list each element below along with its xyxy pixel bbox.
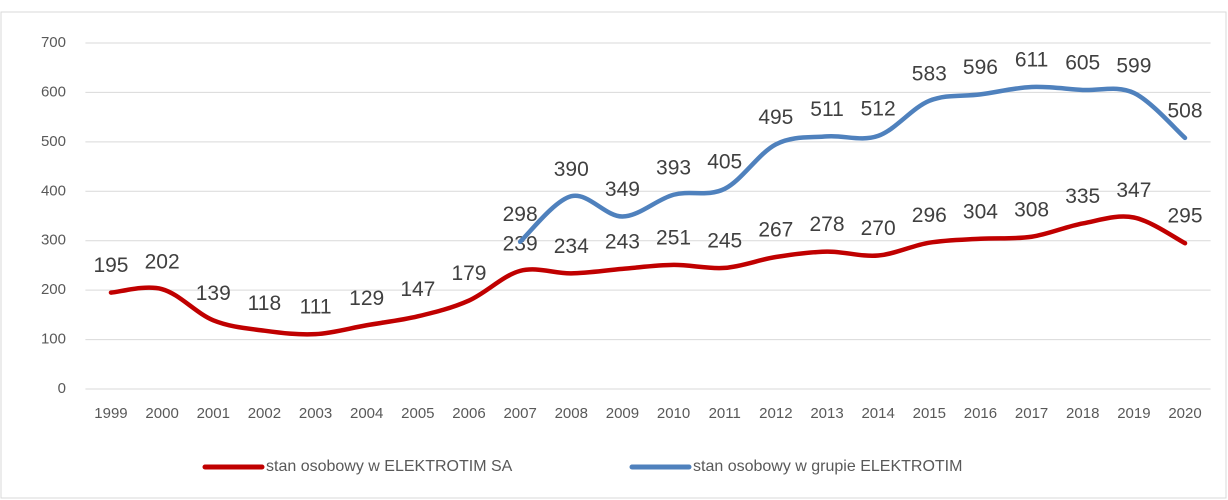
data-label: 511 bbox=[810, 98, 843, 121]
chart-frame bbox=[0, 11, 1227, 499]
data-label: 599 bbox=[1116, 54, 1151, 77]
series-line bbox=[108, 214, 1188, 337]
data-label: 195 bbox=[93, 254, 128, 277]
data-label: 251 bbox=[656, 226, 691, 249]
x-tick-label: 2011 bbox=[709, 405, 741, 422]
data-label: 179 bbox=[451, 262, 486, 285]
series-line bbox=[517, 84, 1188, 244]
x-tick-label: 1999 bbox=[94, 405, 127, 422]
data-label: 393 bbox=[656, 156, 691, 179]
x-tick-label: 2012 bbox=[759, 405, 792, 422]
y-tick-label: 700 bbox=[41, 34, 66, 51]
legend-label: stan osobowy w grupie ELEKTROTIM bbox=[693, 458, 962, 475]
data-label: 583 bbox=[912, 62, 947, 85]
data-label: 308 bbox=[1014, 198, 1049, 221]
data-label: 390 bbox=[554, 158, 589, 181]
data-label: 611 bbox=[1015, 49, 1048, 72]
data-label: 405 bbox=[707, 150, 742, 173]
data-label: 296 bbox=[912, 204, 947, 227]
data-label: 129 bbox=[349, 287, 384, 310]
x-tick-label: 2018 bbox=[1066, 405, 1099, 422]
y-tick-label: 0 bbox=[58, 380, 66, 397]
legend-label: stan osobowy w ELEKTROTIM SA bbox=[266, 458, 513, 475]
x-tick-label: 2009 bbox=[606, 405, 639, 422]
x-tick-label: 2020 bbox=[1168, 405, 1201, 422]
x-tick-label: 2004 bbox=[350, 405, 383, 422]
data-label: 245 bbox=[707, 229, 742, 252]
y-tick-label: 600 bbox=[41, 83, 66, 100]
x-tick-label: 2001 bbox=[197, 405, 230, 422]
x-tick-label: 2019 bbox=[1117, 405, 1150, 422]
x-tick-label: 2003 bbox=[299, 405, 332, 422]
x-tick-label: 2002 bbox=[248, 405, 281, 422]
data-label: 147 bbox=[400, 278, 435, 301]
data-label: 347 bbox=[1116, 179, 1151, 202]
data-label: 596 bbox=[963, 56, 998, 79]
data-label: 512 bbox=[861, 97, 896, 120]
x-tick-label: 2010 bbox=[657, 405, 690, 422]
x-tick-label: 2016 bbox=[964, 405, 997, 422]
x-tick-label: 2005 bbox=[401, 405, 434, 422]
x-tick-label: 2006 bbox=[452, 405, 485, 422]
data-label: 495 bbox=[758, 106, 793, 129]
x-tick-label: 2007 bbox=[503, 405, 536, 422]
data-label: 349 bbox=[605, 178, 640, 201]
data-label: 298 bbox=[503, 203, 538, 226]
x-tick-label: 2014 bbox=[861, 405, 894, 422]
data-label: 335 bbox=[1065, 185, 1100, 208]
data-label: 111 bbox=[300, 296, 332, 319]
x-tick-label: 2013 bbox=[810, 405, 843, 422]
x-tick-label: 2015 bbox=[913, 405, 946, 422]
data-label: 234 bbox=[554, 235, 589, 258]
data-label: 243 bbox=[605, 230, 640, 253]
data-label: 202 bbox=[145, 251, 180, 274]
data-label: 304 bbox=[963, 200, 998, 223]
data-label: 270 bbox=[861, 217, 896, 240]
y-tick-label: 500 bbox=[41, 133, 66, 150]
y-tick-label: 100 bbox=[41, 331, 66, 348]
y-tick-label: 200 bbox=[41, 281, 66, 298]
data-label: 295 bbox=[1168, 205, 1203, 228]
data-label: 278 bbox=[809, 213, 844, 236]
data-label: 605 bbox=[1065, 52, 1100, 75]
x-tick-label: 2017 bbox=[1015, 405, 1048, 422]
data-label: 508 bbox=[1168, 99, 1203, 122]
y-tick-label: 400 bbox=[41, 182, 66, 199]
x-tick-label: 2000 bbox=[145, 405, 178, 422]
data-label: 267 bbox=[758, 219, 793, 242]
data-label: 139 bbox=[196, 282, 231, 305]
y-tick-label: 300 bbox=[41, 232, 66, 249]
data-label: 118 bbox=[248, 292, 281, 315]
x-tick-label: 2008 bbox=[555, 405, 588, 422]
